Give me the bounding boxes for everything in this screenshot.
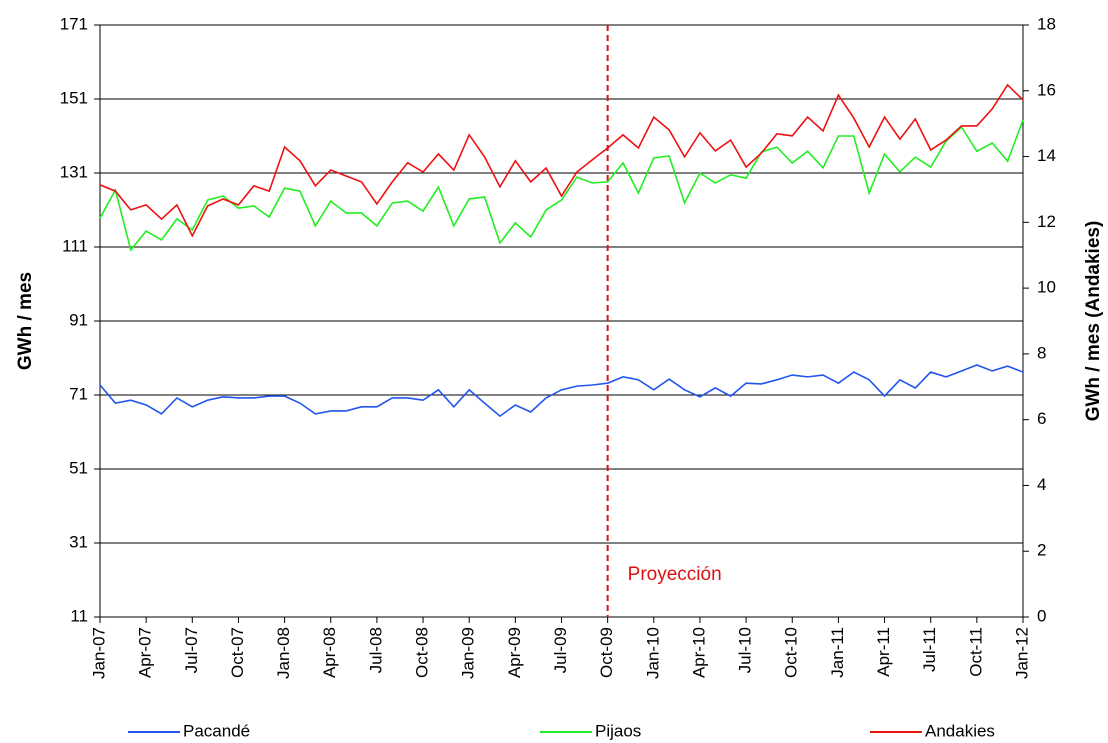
x-tick-label: Jul-10 <box>736 627 755 673</box>
y2-axis-title: GWh / mes (Andakies) <box>1083 221 1104 422</box>
legend-label: Andakies <box>925 721 995 740</box>
x-tick-label: Jan-11 <box>828 627 847 678</box>
series-line <box>99 83 1024 238</box>
series-line <box>99 364 1024 418</box>
y2-tick-label: 6 <box>1037 409 1046 428</box>
x-tick-label: Jan-10 <box>643 627 662 679</box>
y2-tick-label: 18 <box>1037 14 1056 33</box>
legend-label: Pacandé <box>183 721 250 740</box>
x-tick-label: Apr-08 <box>320 627 339 678</box>
legend-label: Pijaos <box>595 721 641 740</box>
x-tick-label: Apr-09 <box>505 627 524 678</box>
y-tick-label: 151 <box>60 88 88 107</box>
x-tick-label: Jul-11 <box>920 627 939 672</box>
x-tick-label: Oct-11 <box>966 627 985 677</box>
y2-tick-label: 12 <box>1037 212 1056 231</box>
series-line <box>99 119 1024 252</box>
y2-tick-label: 0 <box>1037 606 1046 625</box>
x-tick-label: Oct-09 <box>597 627 616 678</box>
x-tick-label: Oct-07 <box>228 627 247 678</box>
x-tick-label: Jan-12 <box>1012 627 1031 679</box>
y-tick-label: 71 <box>69 384 88 403</box>
x-tick-label: Jan-09 <box>459 627 478 679</box>
y2-tick-label: 14 <box>1037 146 1056 165</box>
x-tick-label: Apr-07 <box>136 627 155 678</box>
y2-tick-label: 4 <box>1037 475 1046 494</box>
y-tick-label: 11 <box>70 606 88 625</box>
x-tick-label: Jul-07 <box>182 627 201 673</box>
x-tick-label: Oct-10 <box>782 627 801 678</box>
x-tick-label: Oct-08 <box>413 627 432 678</box>
x-tick-label: Jul-08 <box>366 627 385 673</box>
y2-tick-label: 10 <box>1037 278 1056 297</box>
y-tick-label: 131 <box>60 162 88 181</box>
y-axis-title: GWh / mes <box>15 272 36 370</box>
y-tick-label: 171 <box>60 14 88 33</box>
y-tick-label: 111 <box>62 236 88 255</box>
projection-label: Proyección <box>628 564 722 585</box>
x-tick-label: Apr-10 <box>689 627 708 678</box>
y-tick-label: 31 <box>69 532 88 551</box>
x-tick-label: Jan-07 <box>89 627 108 679</box>
y-tick-label: 51 <box>69 458 88 477</box>
x-tick-label: Jan-08 <box>274 627 293 679</box>
x-tick-label: Jul-09 <box>551 627 570 673</box>
y2-tick-label: 16 <box>1037 80 1056 99</box>
y2-tick-label: 8 <box>1037 343 1046 362</box>
y2-tick-label: 2 <box>1037 541 1046 560</box>
x-tick-label: Apr-11 <box>874 627 893 677</box>
y-tick-label: 91 <box>69 310 88 329</box>
